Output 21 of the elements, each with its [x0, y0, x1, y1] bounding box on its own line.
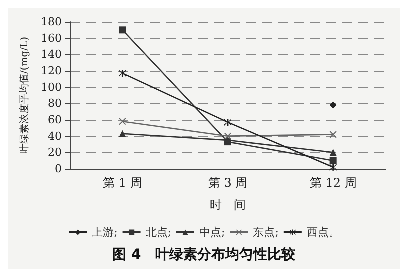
- y-tick-label: 80: [48, 97, 62, 110]
- y-tick-label: 160: [41, 32, 62, 45]
- legend-label: 东点;: [253, 226, 279, 239]
- x-tick-label: 第 12 周: [310, 176, 357, 190]
- legend-label: 北点;: [146, 226, 172, 239]
- y-tick-label: 140: [41, 48, 62, 62]
- x-tick-label: 第 1 周: [103, 176, 142, 190]
- y-tick-label: 180: [41, 16, 62, 28]
- y-tick-label: 40: [48, 130, 62, 143]
- text: 图 4 叶绿素分布均匀性比较: [112, 247, 296, 263]
- y-tick-label: 0: [55, 162, 62, 176]
- x-tick-label: 第 3 周: [208, 176, 248, 190]
- y-tick-label: 60: [48, 114, 62, 126]
- y-axis-title: 叶绿素浓度平均值/(mg/L): [18, 36, 31, 154]
- legend-label: 西点。: [306, 226, 340, 239]
- legend-label: 中点;: [200, 226, 226, 239]
- y-tick-label: 100: [41, 80, 62, 94]
- y-tick-label: 20: [48, 146, 62, 160]
- x-axis-title: 时 间: [210, 198, 246, 212]
- y-tick-label: 120: [41, 64, 62, 78]
- legend-label: 上游;: [92, 226, 118, 239]
